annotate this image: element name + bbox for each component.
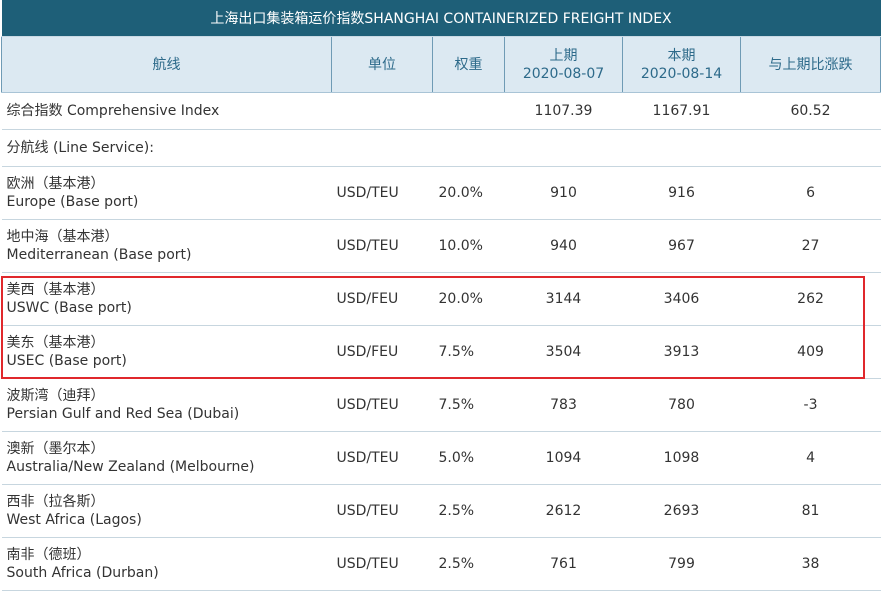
unit-cell: USD/FEU [331,272,433,326]
comprehensive-previous: 1107.39 [504,92,623,130]
weight-cell: 10.0% [432,219,505,273]
unit-cell: USD/TEU [331,166,433,220]
change-cell: 38 [740,537,881,591]
current-cell: 3406 [622,272,741,326]
table-row: 美西（基本港） USWC (Base port) USD/FEU 20.0% 3… [1,272,881,326]
table-row: 欧洲（基本港） Europe (Base port) USD/TEU 20.0%… [1,166,881,220]
current-cell: 916 [622,166,741,220]
header-previous-label: 上期 [549,47,578,64]
header-route: 航线 [1,36,332,93]
header-change: 与上期比涨跌 [740,36,881,93]
table-row: 西非（拉各斯） West Africa (Lagos) USD/TEU 2.5%… [1,484,881,538]
current-cell: 2693 [622,484,741,538]
change-cell: 262 [740,272,881,326]
route-name-cn: 西非（拉各斯） [6,494,105,510]
unit-cell: USD/TEU [331,431,433,485]
change-cell: 6 [740,166,881,220]
weight-cell: 20.0% [432,272,505,326]
table-row: 美东（基本港） USEC (Base port) USD/FEU 7.5% 35… [1,325,881,379]
header-current-label: 本期 [667,47,696,64]
change-cell: -3 [740,378,881,432]
comprehensive-index-label: 综合指数 Comprehensive Index [1,92,332,130]
header-previous-period: 上期 2020-08-07 [504,36,623,93]
table-row: 地中海（基本港） Mediterranean (Base port) USD/T… [1,219,881,273]
route-name-en: Persian Gulf and Red Sea (Dubai) [6,406,240,422]
route-cell: 西非（拉各斯） West Africa (Lagos) [1,484,332,538]
unit-cell: USD/TEU [331,378,433,432]
table-row: 南非（德班） South Africa (Durban) USD/TEU 2.5… [1,537,881,591]
route-cell: 地中海（基本港） Mediterranean (Base port) [1,219,332,273]
route-name-cn: 美西（基本港） [6,282,105,298]
weight-cell: 20.0% [432,166,505,220]
current-cell: 967 [622,219,741,273]
change-cell: 409 [740,325,881,379]
weight-cell: 2.5% [432,484,505,538]
line-service-label: 分航线 (Line Service): [1,129,881,167]
route-name-en: Mediterranean (Base port) [6,247,192,263]
comprehensive-index-row: 综合指数 Comprehensive Index 1107.39 1167.91… [1,92,881,130]
current-cell: 1098 [622,431,741,485]
comprehensive-change: 60.52 [740,92,881,130]
route-name-cn: 地中海（基本港） [6,229,119,245]
unit-cell: USD/FEU [331,325,433,379]
route-name-cn: 南非（德班） [6,547,91,563]
previous-cell: 3144 [504,272,623,326]
route-name-en: USEC (Base port) [6,353,127,369]
route-name-en: Australia/New Zealand (Melbourne) [6,459,255,475]
previous-cell: 910 [504,166,623,220]
change-cell: 81 [740,484,881,538]
previous-cell: 3504 [504,325,623,379]
previous-cell: 783 [504,378,623,432]
weight-cell: 2.5% [432,537,505,591]
route-cell: 南非（德班） South Africa (Durban) [1,537,332,591]
unit-cell: USD/TEU [331,484,433,538]
unit-cell: USD/TEU [331,537,433,591]
route-name-en: USWC (Base port) [6,300,132,316]
route-name-en: West Africa (Lagos) [6,512,142,528]
route-cell: 欧洲（基本港） Europe (Base port) [1,166,332,220]
change-cell: 4 [740,431,881,485]
route-cell: 美东（基本港） USEC (Base port) [1,325,332,379]
route-name-cn: 欧洲（基本港） [6,176,105,192]
header-current-period: 本期 2020-08-14 [622,36,741,93]
route-cell: 波斯湾（迪拜） Persian Gulf and Red Sea (Dubai) [1,378,332,432]
weight-cell: 7.5% [432,325,505,379]
route-name-cn: 波斯湾（迪拜） [6,388,105,404]
header-weight: 权重 [432,36,505,93]
line-service-row: 分航线 (Line Service): [1,129,881,167]
header-unit: 单位 [331,36,433,93]
comprehensive-current: 1167.91 [622,92,741,130]
route-cell: 美西（基本港） USWC (Base port) [1,272,332,326]
route-name-en: South Africa (Durban) [6,565,159,581]
previous-cell: 761 [504,537,623,591]
weight-cell: 7.5% [432,378,505,432]
comprehensive-weight [432,92,505,130]
current-cell: 780 [622,378,741,432]
current-cell: 3913 [622,325,741,379]
route-cell: 澳新（墨尔本） Australia/New Zealand (Melbourne… [1,431,332,485]
table-row: 澳新（墨尔本） Australia/New Zealand (Melbourne… [1,431,881,485]
comprehensive-unit [331,92,433,130]
header-previous-date: 2020-08-07 [522,65,605,82]
previous-cell: 2612 [504,484,623,538]
table-row: 波斯湾（迪拜） Persian Gulf and Red Sea (Dubai)… [1,378,881,432]
unit-cell: USD/TEU [331,219,433,273]
route-name-en: Europe (Base port) [6,194,139,210]
change-cell: 27 [740,219,881,273]
current-cell: 799 [622,537,741,591]
route-name-cn: 澳新（墨尔本） [6,441,105,457]
previous-cell: 1094 [504,431,623,485]
weight-cell: 5.0% [432,431,505,485]
table-title: 上海出口集装箱运价指数SHANGHAI CONTAINERIZED FREIGH… [1,0,881,37]
header-current-date: 2020-08-14 [640,65,723,82]
previous-cell: 940 [504,219,623,273]
route-name-cn: 美东（基本港） [6,335,105,351]
